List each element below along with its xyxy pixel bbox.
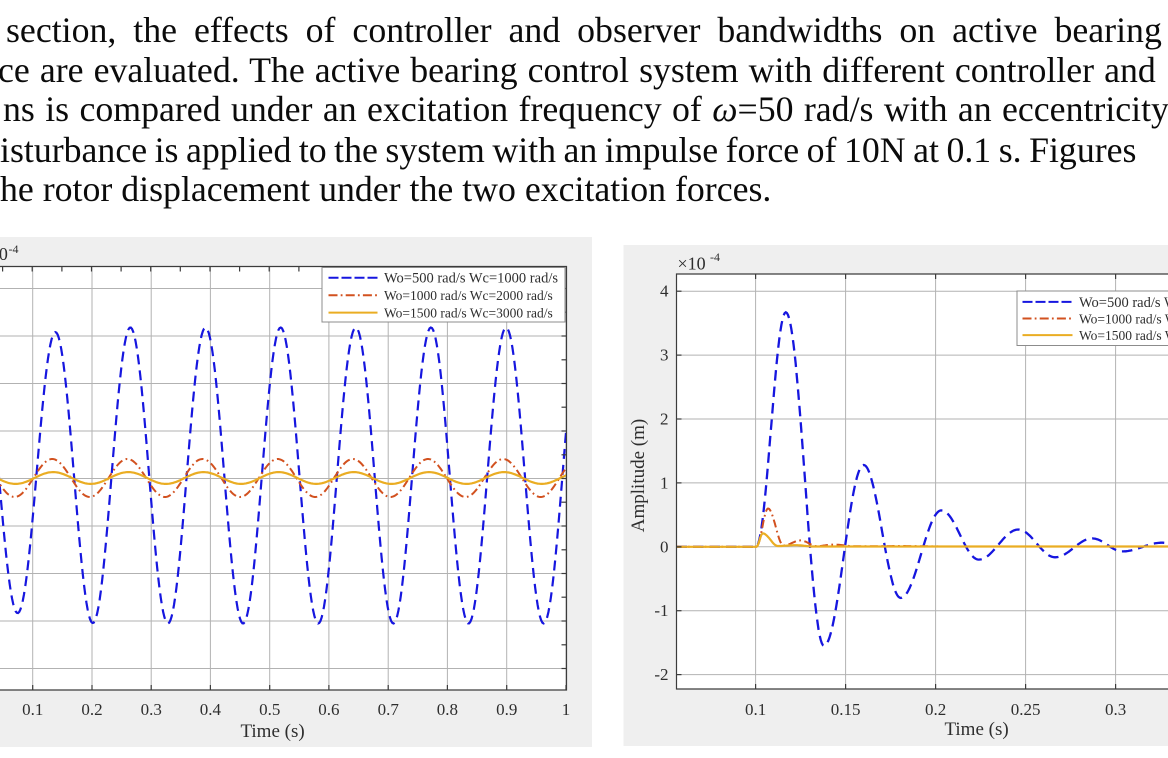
svg-text:0.4: 0.4 bbox=[200, 700, 222, 719]
svg-text:Time (s): Time (s) bbox=[240, 721, 304, 742]
svg-text:Wo=1000 rad/s Wc=2000 rad/s: Wo=1000 rad/s Wc=2000 rad/s bbox=[384, 288, 553, 303]
svg-text:-2: -2 bbox=[654, 665, 668, 684]
svg-text:0.15: 0.15 bbox=[831, 700, 861, 719]
svg-text:0.9: 0.9 bbox=[496, 700, 517, 719]
svg-text:4: 4 bbox=[660, 282, 669, 301]
svg-text:Wo=1000 rad/s Wc=2000 rad/s: Wo=1000 rad/s Wc=2000 rad/s bbox=[1079, 311, 1168, 326]
svg-text:0.1: 0.1 bbox=[22, 700, 43, 719]
svg-text:Time (s): Time (s) bbox=[944, 719, 1008, 740]
svg-text:0.2: 0.2 bbox=[925, 700, 946, 719]
svg-text:Wo=1500 rad/s Wc=3000 rad/s: Wo=1500 rad/s Wc=3000 rad/s bbox=[1079, 328, 1168, 343]
svg-text:Wo=500 rad/s Wc=1000 rad/s: Wo=500 rad/s Wc=1000 rad/s bbox=[384, 271, 558, 287]
svg-text:1: 1 bbox=[660, 473, 669, 492]
svg-text:-1: -1 bbox=[654, 601, 668, 620]
svg-text:2: 2 bbox=[660, 410, 669, 429]
svg-text:0.7: 0.7 bbox=[378, 700, 400, 719]
svg-text:0: 0 bbox=[660, 537, 669, 556]
svg-text:Wo=500 rad/s Wc=1000 rad/s: Wo=500 rad/s Wc=1000 rad/s bbox=[1079, 295, 1168, 311]
svg-text:-4: -4 bbox=[710, 250, 720, 264]
svg-text:0.6: 0.6 bbox=[318, 700, 339, 719]
svg-text:3: 3 bbox=[660, 346, 669, 365]
svg-text:0.3: 0.3 bbox=[141, 700, 162, 719]
svg-text:0.2: 0.2 bbox=[81, 700, 102, 719]
svg-text:0.5: 0.5 bbox=[259, 700, 280, 719]
svg-text:0.3: 0.3 bbox=[1105, 700, 1126, 719]
svg-text:1: 1 bbox=[562, 700, 571, 719]
svg-text:0.25: 0.25 bbox=[1011, 700, 1041, 719]
svg-text:×10: ×10 bbox=[678, 254, 706, 274]
svg-text:Wo=1500 rad/s Wc=3000 rad/s: Wo=1500 rad/s Wc=3000 rad/s bbox=[384, 306, 553, 321]
svg-text:0.8: 0.8 bbox=[437, 700, 458, 719]
svg-text:Amplitude (m): Amplitude (m) bbox=[628, 419, 649, 532]
svg-text:×10: ×10 bbox=[0, 244, 8, 264]
svg-text:0.1: 0.1 bbox=[745, 700, 766, 719]
svg-text:-4: -4 bbox=[9, 242, 19, 256]
